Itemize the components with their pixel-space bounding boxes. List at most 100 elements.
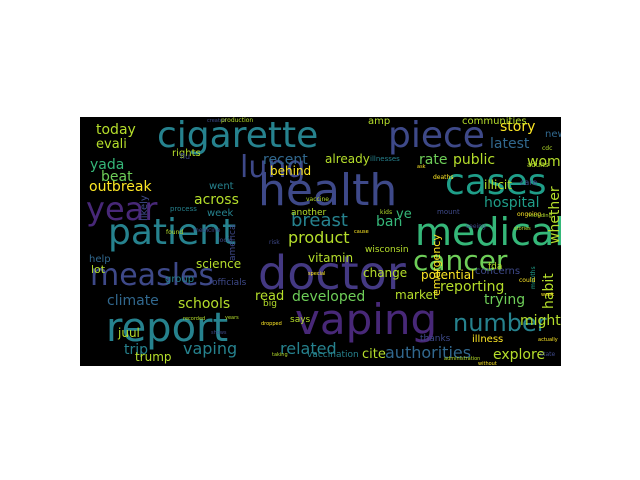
word-cause: cause xyxy=(354,229,369,235)
word-piece: piece xyxy=(388,117,485,156)
word-vaping: vaping xyxy=(295,295,438,344)
word-lung: lung xyxy=(240,150,306,185)
word-years: years xyxy=(225,315,239,321)
word-cigarette: cigarette xyxy=(157,117,319,156)
word-ban: ban xyxy=(376,214,403,230)
word-women: women xyxy=(527,154,561,170)
word-ve: ve xyxy=(396,207,412,222)
word-outbreak: outbreak xyxy=(89,179,152,195)
word-already: already xyxy=(325,152,370,166)
word-climate: climate xyxy=(107,293,159,309)
word-fda: fda xyxy=(488,262,503,272)
word-story: story xyxy=(500,119,536,135)
word-recorded: recorded xyxy=(183,316,206,322)
word-read: read xyxy=(255,289,285,304)
word-shows: shows xyxy=(211,330,227,336)
word-developed: developed xyxy=(292,289,366,305)
word-new: new xyxy=(545,129,561,140)
word-change: change xyxy=(363,266,408,280)
word-adults: adults xyxy=(527,161,549,169)
word-breast: breast xyxy=(291,210,348,231)
word-cancer: cancer xyxy=(413,244,508,277)
word-found: found xyxy=(166,229,184,236)
word-says: says xyxy=(290,315,311,325)
word-officials: officials xyxy=(212,278,247,288)
word-medicine: medicine xyxy=(193,227,221,234)
word-trying: trying xyxy=(484,292,526,308)
word-yada: yada xyxy=(90,157,125,173)
word-doctor: doctor xyxy=(258,246,406,300)
word-health: health xyxy=(258,165,398,216)
word-across: across xyxy=(194,192,239,208)
word-communities: communities xyxy=(462,117,527,127)
word-evali: evali xyxy=(96,137,127,152)
word-beat: beat xyxy=(101,169,133,185)
word-seeing: seeing xyxy=(466,223,486,230)
word-hospital: hospital xyxy=(484,195,540,211)
word-wisconsin: wisconsin xyxy=(365,245,409,255)
word-concerns: concerns xyxy=(475,266,521,277)
word-patient: patient xyxy=(108,212,237,253)
word-vaping: vaping xyxy=(183,339,238,358)
word-amp: amp xyxy=(368,117,391,127)
word-explore: explore xyxy=(493,347,546,363)
word-without: without xyxy=(478,361,497,367)
word-trip: trip xyxy=(124,342,149,358)
word-behind: behind xyxy=(270,164,312,178)
word-rights: rights xyxy=(172,148,201,159)
word-ongoing: ongoing xyxy=(517,211,542,218)
word-reporting: reporting xyxy=(440,279,505,295)
word-latest: latest xyxy=(490,136,530,152)
word-cdc: cdc xyxy=(542,145,553,152)
word-likely: likely xyxy=(139,195,150,221)
word-risk: risk xyxy=(269,239,280,246)
word-illness: illness xyxy=(472,334,504,345)
word-mount: mount xyxy=(437,208,460,216)
word-cloud: health doctor vaping report cigarette piece me… xyxy=(80,117,561,366)
word-including: including xyxy=(529,213,552,219)
word-ask: ask xyxy=(417,164,426,170)
word-authorities: authorities xyxy=(385,343,472,362)
word-science: science xyxy=(196,257,242,271)
word-kids: kids xyxy=(380,209,393,216)
word-vaccination: vaccination xyxy=(307,350,359,360)
word-emergency: emergency xyxy=(430,234,443,297)
word-production: production xyxy=(221,117,254,124)
word-medical: medical xyxy=(415,210,561,254)
word-week: week xyxy=(541,292,555,298)
word-deaths: deaths xyxy=(433,174,454,181)
word-public: public xyxy=(453,152,496,168)
word-process: process xyxy=(170,205,197,213)
word-flu: flu xyxy=(180,152,191,161)
word-illicit: illicit xyxy=(484,178,512,192)
word-went: went xyxy=(209,181,234,192)
word-schools: schools xyxy=(178,296,231,312)
word-product: product xyxy=(288,228,350,247)
word-today: today xyxy=(96,122,136,138)
word-created: created xyxy=(207,118,227,124)
word-recent: recent xyxy=(263,152,308,168)
word-cite: cite xyxy=(362,347,386,362)
word-care: care xyxy=(520,178,538,187)
word-vaccine: vaccine xyxy=(306,196,329,203)
word-measles: measles xyxy=(90,258,215,293)
word-administration: administration xyxy=(444,356,481,362)
word-big: big xyxy=(263,299,277,309)
word-report: report xyxy=(106,305,229,351)
word-state: state xyxy=(540,351,556,358)
word-number: number xyxy=(453,309,547,337)
word-cases: cases xyxy=(445,162,547,203)
word-local: local xyxy=(218,237,232,244)
word-juul: juul xyxy=(118,326,140,340)
word-thanks: thanks xyxy=(420,334,451,344)
word-year: year xyxy=(86,190,158,228)
word-vitamin: vitamin xyxy=(308,251,354,265)
word-special: special xyxy=(308,271,326,277)
word-group: group xyxy=(165,274,195,285)
word-dropped: dropped xyxy=(261,321,282,327)
word-lot: lot xyxy=(91,263,106,276)
word-potential: potential xyxy=(421,268,475,282)
word-taking: taking xyxy=(272,352,288,358)
word-week: week xyxy=(207,208,234,219)
word-related: related xyxy=(280,339,337,358)
